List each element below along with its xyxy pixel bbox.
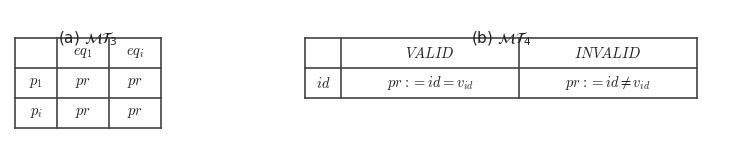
Text: $p_1$: $p_1$ bbox=[29, 75, 43, 91]
Text: (a) $\mathcal{MT}_3$: (a) $\mathcal{MT}_3$ bbox=[58, 30, 118, 48]
Text: $id$: $id$ bbox=[315, 75, 330, 91]
Text: $pr := id \neq v_{id}$: $pr := id \neq v_{id}$ bbox=[565, 74, 651, 92]
Text: $pr$: $pr$ bbox=[75, 75, 91, 91]
Text: $pr$: $pr$ bbox=[127, 75, 143, 91]
Text: $VALID$: $VALID$ bbox=[406, 45, 455, 61]
Text: $eq_i$: $eq_i$ bbox=[126, 45, 144, 61]
Text: $eq_1$: $eq_1$ bbox=[73, 45, 93, 61]
Text: $pr$: $pr$ bbox=[127, 105, 143, 120]
Text: $INVALID$: $INVALID$ bbox=[574, 45, 642, 61]
Text: $pr$: $pr$ bbox=[75, 105, 91, 120]
Text: $pr := id = v_{id}$: $pr := id = v_{id}$ bbox=[386, 74, 474, 92]
Text: (b) $\mathcal{MT}_4$: (b) $\mathcal{MT}_4$ bbox=[471, 30, 531, 48]
Text: $p_i$: $p_i$ bbox=[29, 105, 42, 120]
